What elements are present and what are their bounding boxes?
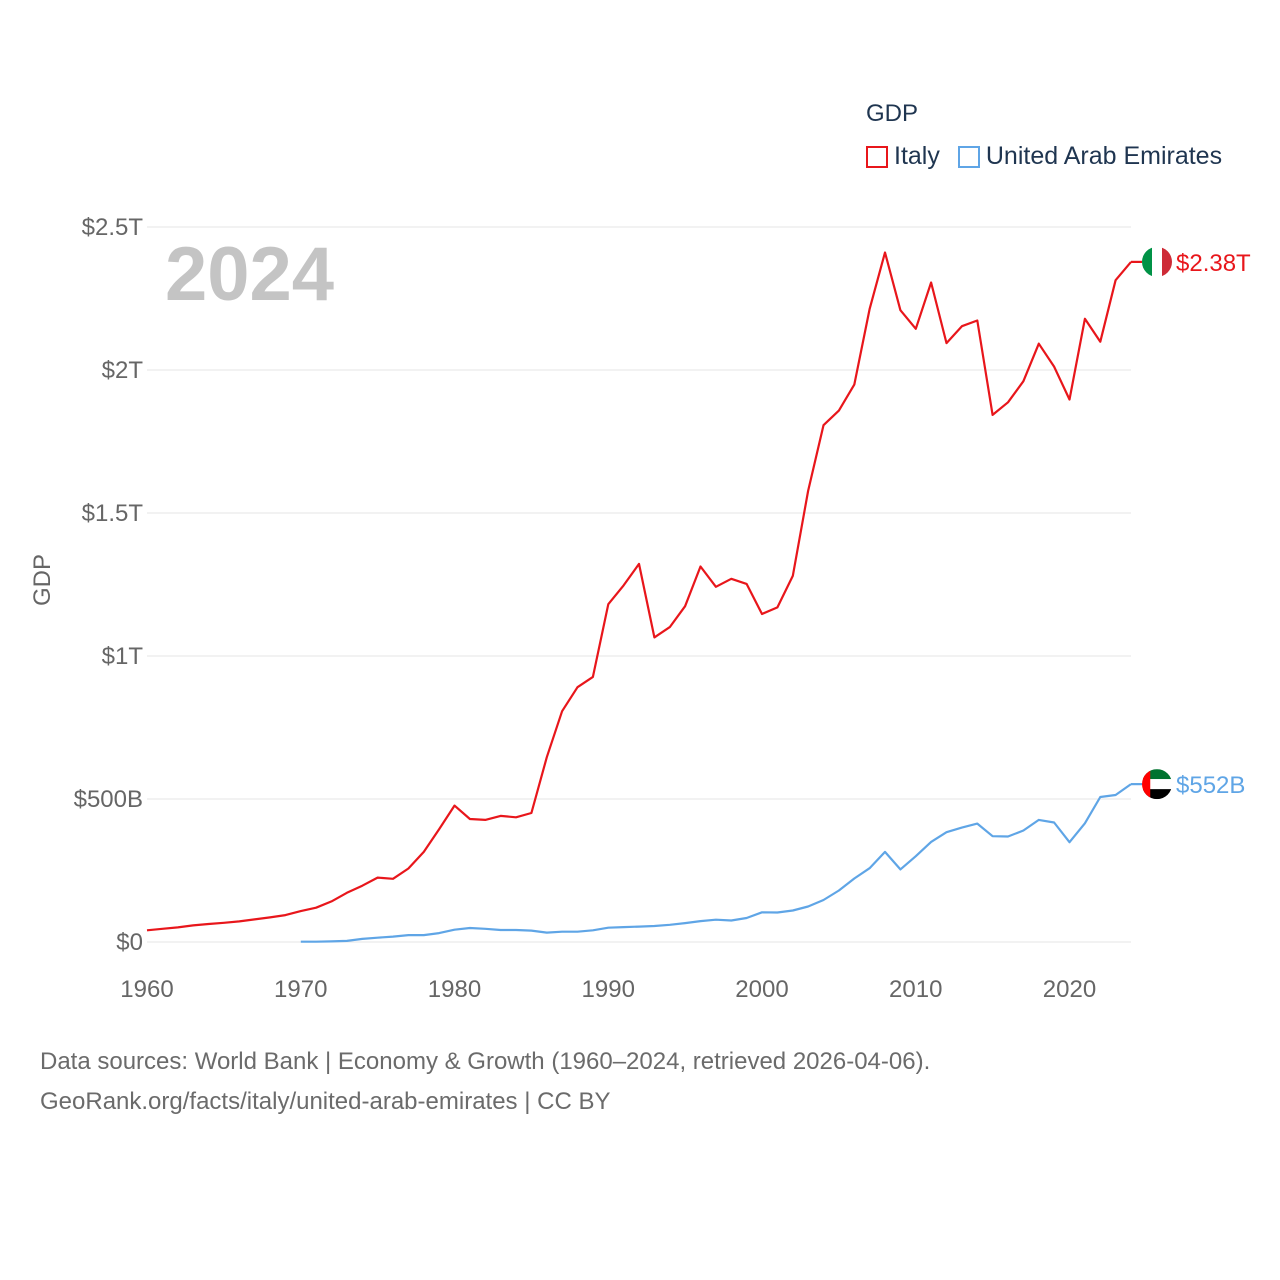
y-tick-label: $500B <box>74 786 143 813</box>
legend-item-italy[interactable]: Italy <box>866 142 940 171</box>
flag-icon-italy <box>1142 246 1172 277</box>
x-tick-label: 1970 <box>274 976 327 1003</box>
legend-label-uae: United Arab Emirates <box>985 142 1223 170</box>
x-tick-label: 1960 <box>120 976 173 1003</box>
y-tick-label: $2T <box>102 357 144 384</box>
x-tick-label: 1980 <box>428 976 481 1003</box>
legend-label-italy: Italy <box>894 142 940 170</box>
y-tick-label: $2.5T <box>82 214 144 241</box>
end-label-uae: $552B <box>1176 772 1245 799</box>
flag-icon-uae <box>1142 769 1172 800</box>
series-group <box>146 251 1132 943</box>
source-note: Data sources: World Bank | Economy & Gro… <box>40 1042 930 1122</box>
legend: Italy United Arab Emirates <box>866 142 1240 171</box>
x-tick-label: 2020 <box>1043 976 1096 1003</box>
y-tick-label: $1T <box>102 643 144 670</box>
x-tick-label: 2000 <box>735 976 788 1003</box>
end-labels: $2.38T $552B <box>1131 246 1251 800</box>
legend-swatch-italy <box>866 145 888 168</box>
legend-item-uae[interactable]: United Arab Emirates <box>957 142 1223 171</box>
legend-swatch-uae <box>957 145 980 168</box>
grid-lines <box>147 226 1131 943</box>
source-line-1: Data sources: World Bank | Economy & Gro… <box>40 1048 931 1075</box>
legend-title: GDP <box>866 100 919 127</box>
series-line-uae[interactable] <box>300 783 1132 943</box>
y-tick-label: $1.5T <box>82 500 144 527</box>
series-line-italy[interactable] <box>146 251 1132 932</box>
x-tick-label: 2010 <box>889 976 942 1003</box>
y-axis: $0 $500B $1T $1.5T $2T $2.5T <box>74 214 144 956</box>
x-axis: 1960 1970 1980 1990 2000 2010 2020 <box>120 976 1096 1003</box>
x-tick-label: 1990 <box>582 976 635 1003</box>
source-line-2[interactable]: GeoRank.org/facts/italy/united-arab-emir… <box>40 1088 611 1115</box>
end-label-italy: $2.38T <box>1176 250 1251 277</box>
year-watermark: 2024 <box>165 232 334 317</box>
y-tick-label: $0 <box>116 929 143 956</box>
y-axis-label: GDP <box>29 554 56 606</box>
